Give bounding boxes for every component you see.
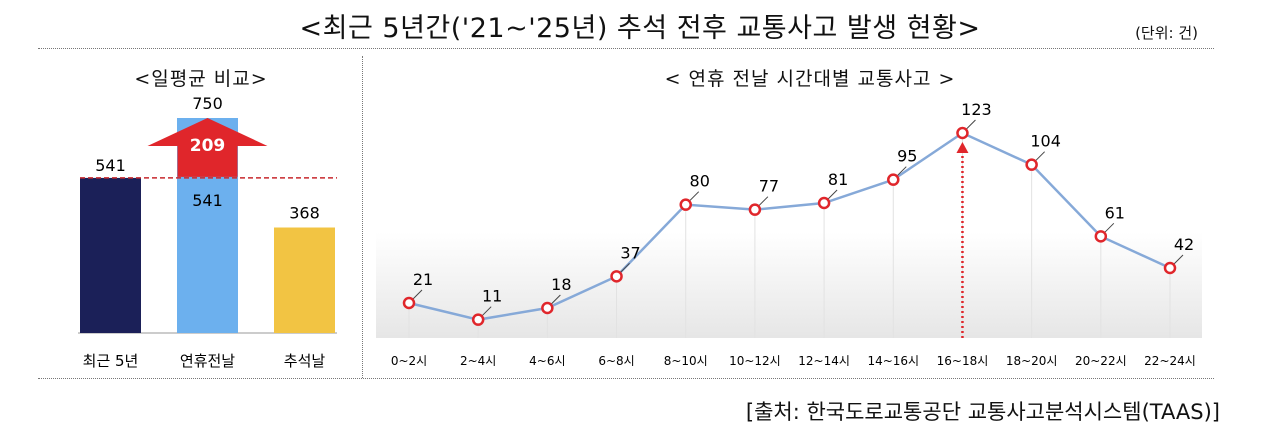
bar-baseline-label: 541 xyxy=(192,191,223,210)
bar-value-label: 368 xyxy=(289,204,320,223)
data-point xyxy=(1025,158,1038,171)
bar-value-label: 541 xyxy=(95,156,126,175)
x-tick-label: 14~16시 xyxy=(867,354,919,368)
data-point xyxy=(1094,230,1108,243)
data-value-label: 37 xyxy=(620,243,640,262)
data-value-label: 42 xyxy=(1174,235,1194,254)
data-value-label: 77 xyxy=(759,177,779,196)
data-value-label: 18 xyxy=(551,275,571,294)
series-line xyxy=(408,131,1171,321)
x-tick-label: 0~2시 xyxy=(391,354,427,368)
bar-category-label: 추석날 xyxy=(284,352,326,370)
label-leader-line xyxy=(1172,254,1184,266)
label-leader-line xyxy=(688,191,700,203)
increase-value-label: 209 xyxy=(190,136,226,156)
x-tick-label: 22~24시 xyxy=(1144,354,1196,368)
bar-3 xyxy=(274,227,335,333)
x-tick-label: 20~22시 xyxy=(1075,354,1127,368)
data-value-label: 21 xyxy=(413,270,433,289)
label-leader-line xyxy=(965,119,976,131)
label-leader-line xyxy=(619,262,630,274)
data-point xyxy=(471,313,485,326)
unit-label: (단위: 건) xyxy=(1135,24,1198,42)
data-point xyxy=(679,198,692,211)
panel-divider xyxy=(362,56,363,378)
data-point xyxy=(748,203,762,216)
label-leader-line xyxy=(1034,151,1045,163)
bar-category-label: 최근 5년 xyxy=(83,352,139,370)
bar-category-label: 연휴전날 xyxy=(180,352,235,370)
top-divider xyxy=(38,48,1214,49)
x-tick-label: 8~10시 xyxy=(664,354,708,368)
label-leader-line xyxy=(411,289,423,301)
data-point xyxy=(956,126,969,140)
increase-arrow xyxy=(147,118,268,177)
data-point xyxy=(887,173,900,186)
x-tick-label: 6~8시 xyxy=(598,354,634,368)
label-leader-line xyxy=(757,196,769,208)
data-value-label: 123 xyxy=(961,100,992,119)
bar-value-label: 750 xyxy=(192,94,223,113)
plot-background xyxy=(376,232,1202,338)
data-value-label: 95 xyxy=(897,147,917,166)
label-leader-line xyxy=(1103,222,1115,234)
highlight-arrowhead xyxy=(956,142,969,153)
data-value-label: 81 xyxy=(828,170,848,189)
x-tick-label: 10~12시 xyxy=(729,354,781,368)
x-tick-label: 4~6시 xyxy=(529,354,565,368)
x-tick-label: 12~14시 xyxy=(798,354,850,368)
x-tick-label: 2~4시 xyxy=(460,354,496,368)
data-point xyxy=(541,301,554,315)
bar-chart-title: <일평균 비교> xyxy=(134,68,268,90)
label-leader-line xyxy=(826,189,838,201)
bar-1 xyxy=(80,177,141,333)
label-leader-line xyxy=(550,294,561,306)
bottom-divider xyxy=(38,378,1214,379)
label-leader-line xyxy=(480,306,492,318)
data-point xyxy=(817,196,831,210)
data-value-label: 11 xyxy=(482,287,502,306)
label-leader-line xyxy=(895,166,907,178)
x-tick-label: 16~18시 xyxy=(937,354,989,368)
line-chart-title: < 연휴 전날 시간대별 교통사고 > xyxy=(664,68,956,90)
data-point xyxy=(402,296,416,310)
data-value-label: 80 xyxy=(690,172,710,191)
data-value-label: 104 xyxy=(1030,132,1061,151)
x-tick-label: 18~20시 xyxy=(1006,354,1058,368)
data-value-label: 61 xyxy=(1105,203,1125,222)
source-note: [출처: 한국도로교통공단 교통사고분석시스템(TAAS)] xyxy=(745,400,1220,424)
chart-main-title: <최근 5년간('21~'25년) 추석 전후 교통사고 발생 현황> xyxy=(299,13,981,44)
data-point xyxy=(1163,261,1177,275)
data-point xyxy=(610,270,623,283)
